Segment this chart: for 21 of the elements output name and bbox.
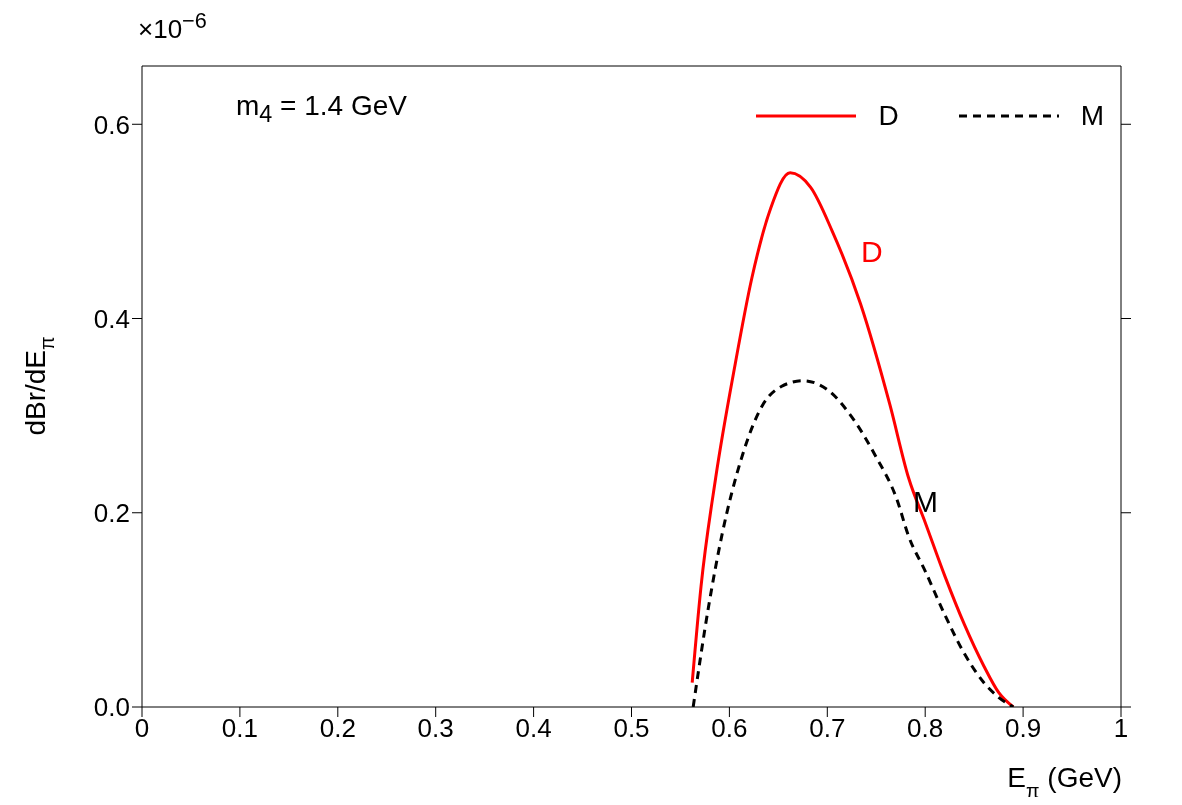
x-tick-label: 0.5 (613, 713, 650, 744)
line-series (690, 171, 1015, 707)
legend-label: D (878, 100, 899, 132)
legend-label: M (1080, 100, 1104, 132)
x-tick-label: 0.6 (711, 713, 748, 744)
text: ×10$^{−6}$ (138, 8, 207, 45)
y-tick-label: 0.0 (93, 692, 130, 723)
y-tick-label: 0.2 (93, 497, 130, 528)
y-tick-label: 0.4 (93, 303, 130, 334)
annotation: D (861, 235, 883, 269)
y-tick-label: 0.6 (93, 109, 130, 140)
annotation: m$_{4}$ = 1.4 GeV (236, 90, 407, 128)
x-tick-label: 0.7 (809, 713, 846, 744)
x-tick-label: 0.8 (907, 713, 944, 744)
x-tick-label: 0 (134, 713, 150, 744)
x-tick-label: 1 (1113, 713, 1129, 744)
x-tick-label: 0.3 (417, 713, 454, 744)
x-tick-label: 0.9 (1005, 713, 1042, 744)
x-tick-label: 0.4 (515, 713, 552, 744)
x-tick-label: 0.1 (221, 713, 258, 744)
x-tick-label: 0.2 (319, 713, 356, 744)
